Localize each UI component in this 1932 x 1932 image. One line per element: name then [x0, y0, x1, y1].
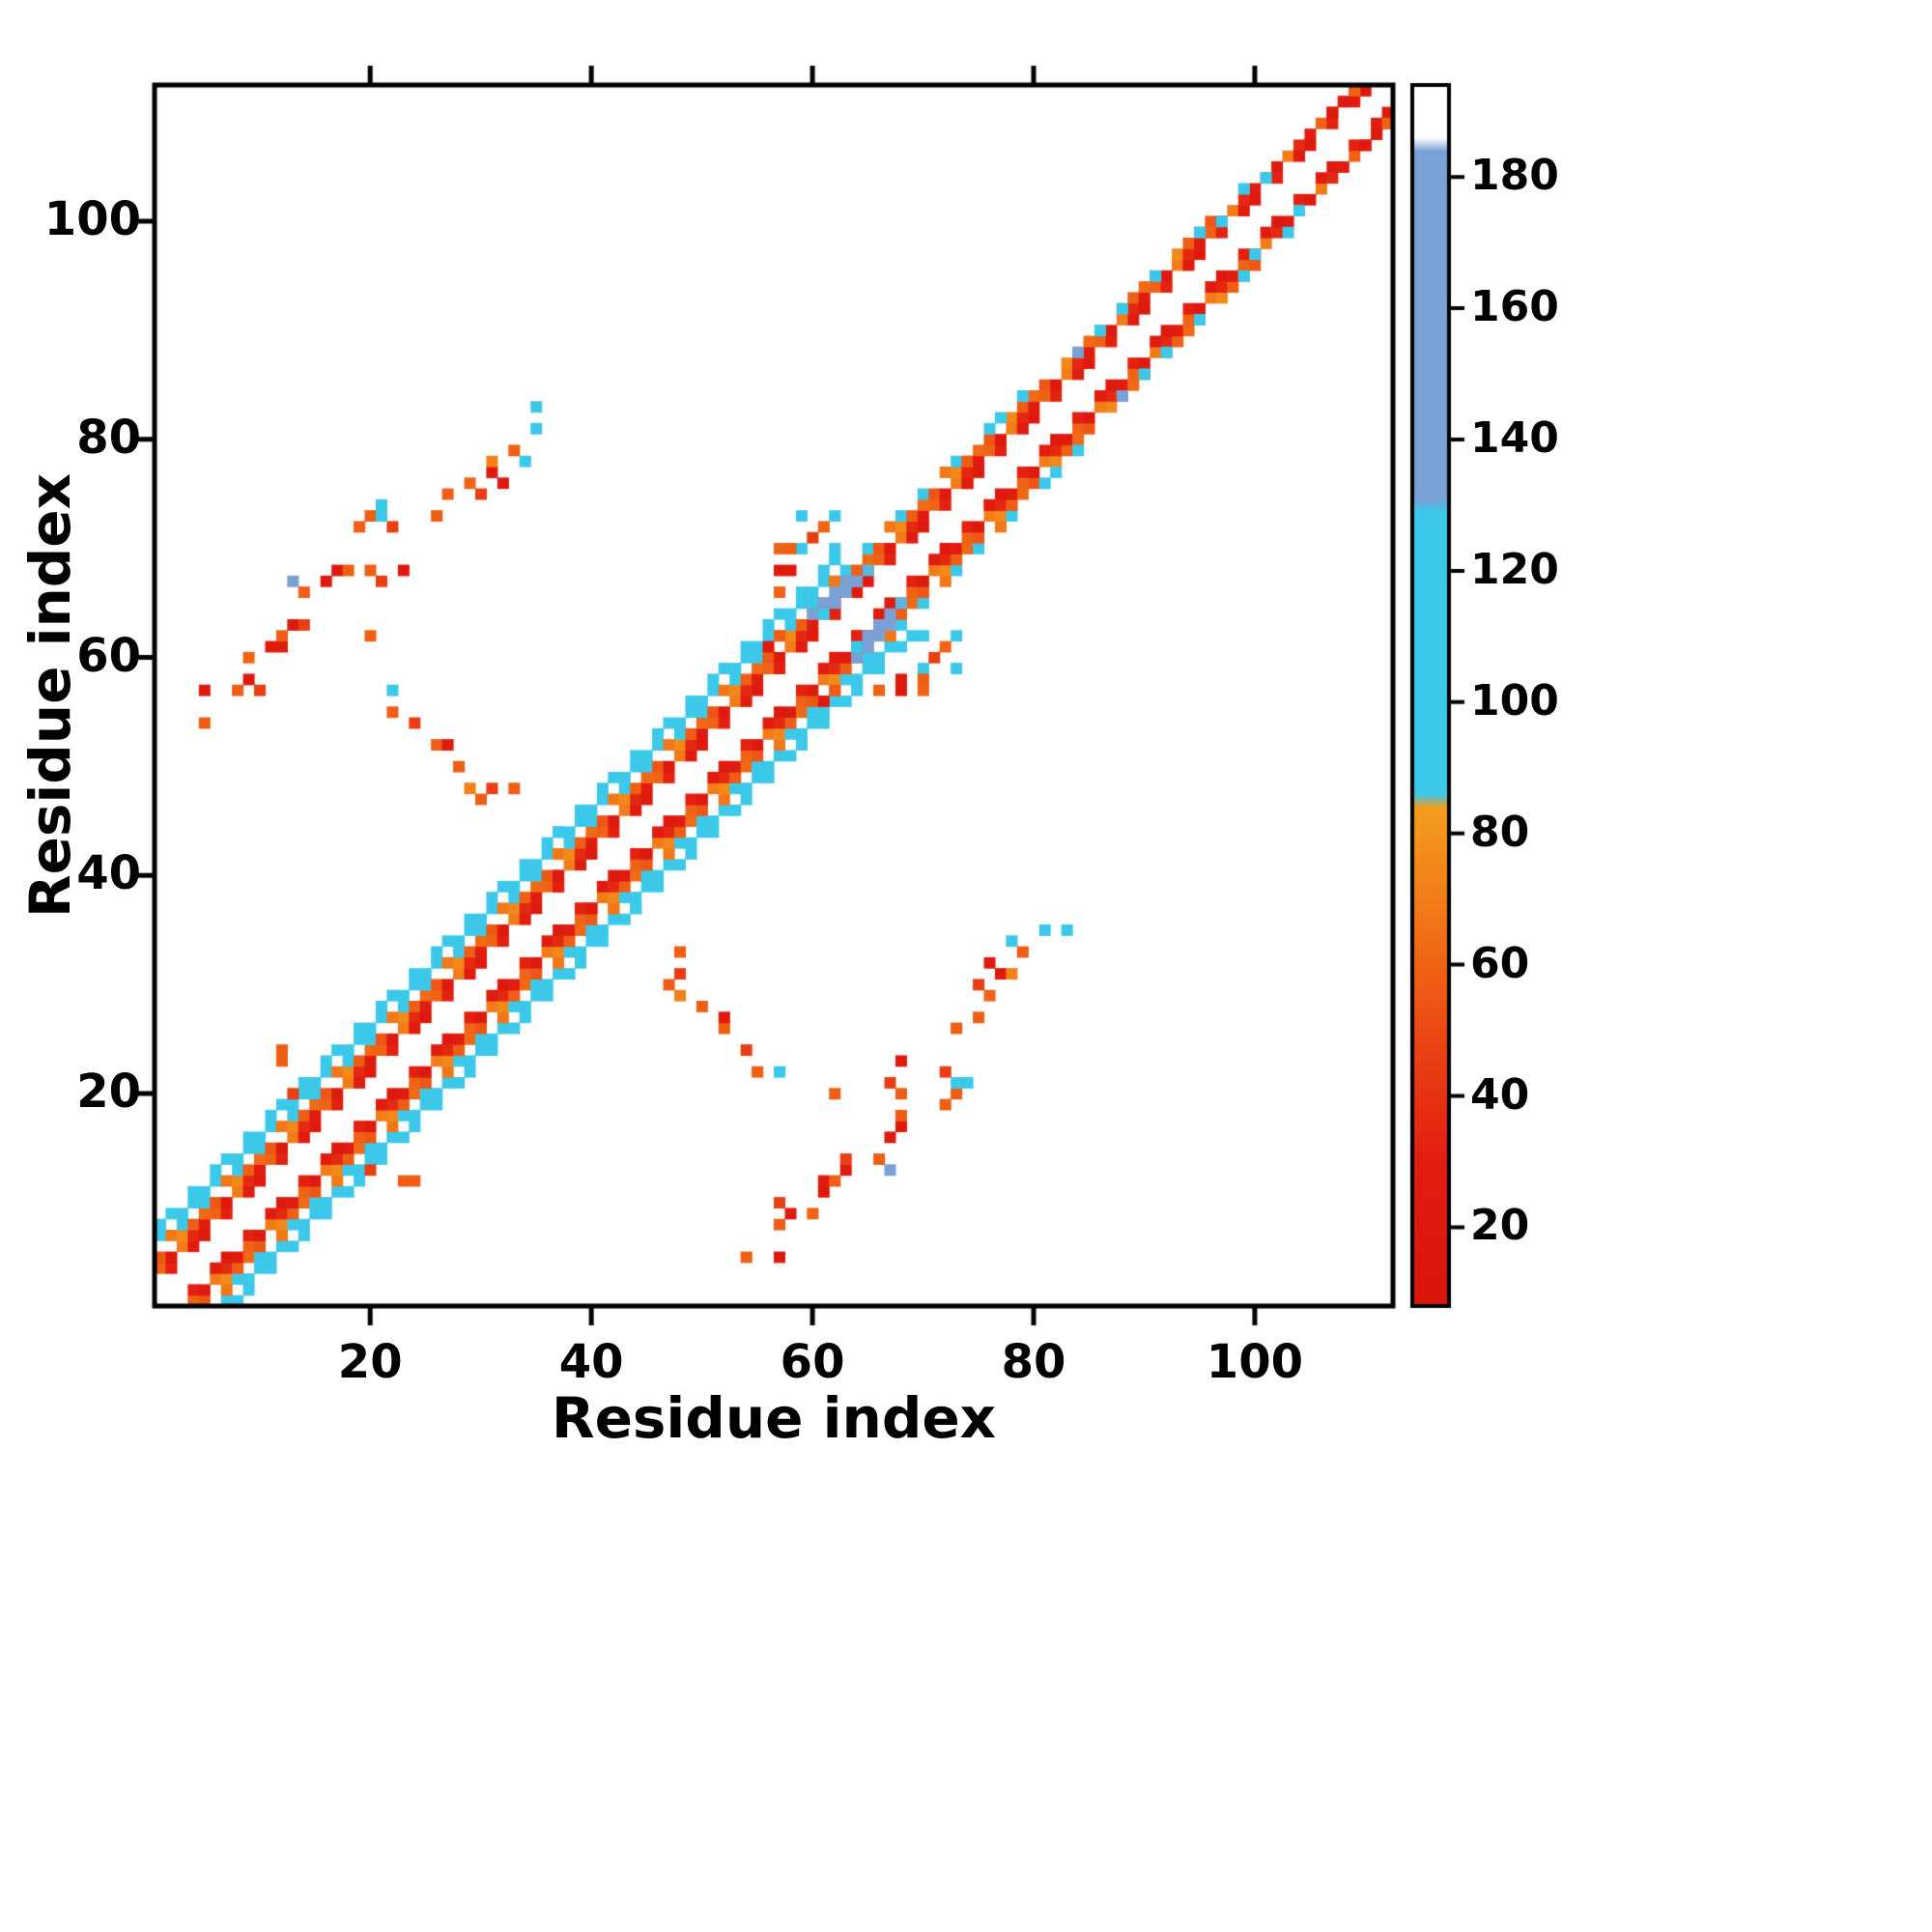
colorbar-tick-label: 80 — [1470, 807, 1530, 857]
x-axis-label: Residue index — [551, 1385, 997, 1451]
colorbar-tick-label: 60 — [1470, 938, 1530, 988]
colorbar-tick-label: 100 — [1470, 675, 1559, 725]
y-tick-label: 100 — [43, 192, 141, 247]
colorbar-tick-label: 40 — [1470, 1069, 1530, 1120]
x-tick-label: 20 — [337, 1335, 403, 1389]
x-tick-label: 80 — [1001, 1335, 1066, 1389]
x-tick-label: 60 — [780, 1335, 845, 1389]
x-tick-label: 100 — [1206, 1335, 1304, 1389]
colorbar-tick-label: 120 — [1470, 544, 1559, 594]
y-tick-label: 60 — [76, 628, 141, 683]
y-tick-label: 80 — [76, 410, 141, 465]
y-tick-label: 40 — [76, 846, 141, 901]
colorbar-tick-label: 160 — [1470, 282, 1559, 332]
y-tick-label: 20 — [76, 1064, 141, 1119]
x-tick-label: 40 — [558, 1335, 624, 1389]
colorbar-tick-label: 180 — [1470, 151, 1559, 201]
colorbar-tick-label: 20 — [1470, 1201, 1530, 1251]
colorbar-tick-label: 140 — [1470, 412, 1559, 463]
